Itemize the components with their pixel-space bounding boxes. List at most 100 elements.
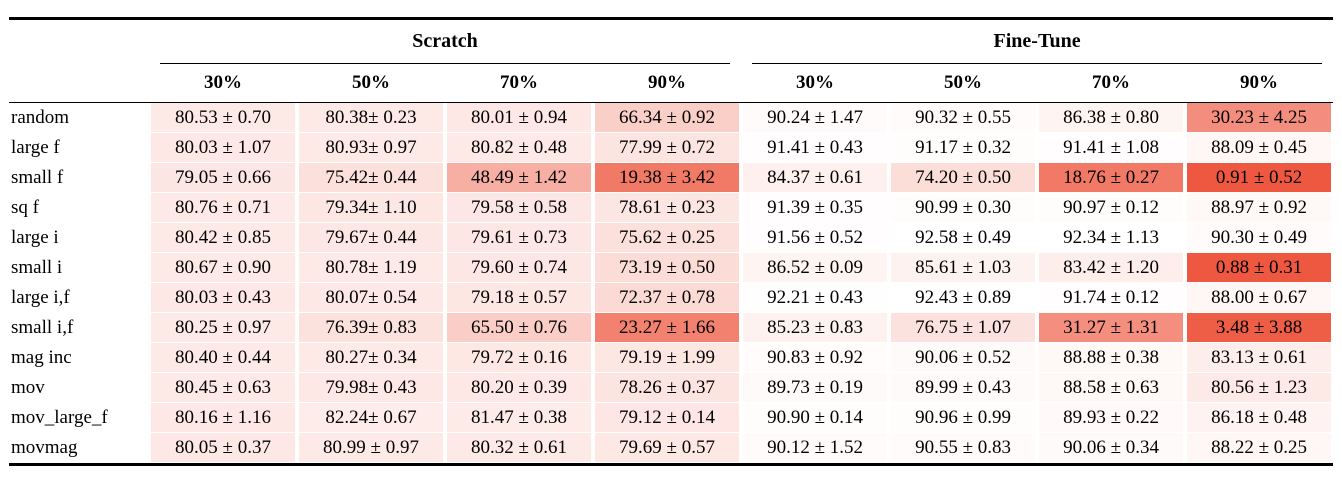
value-cell: 75.42± 0.44 — [297, 163, 445, 193]
value-cell: 80.03 ± 0.43 — [149, 283, 297, 313]
value-cell: 88.58 ± 0.63 — [1037, 373, 1186, 403]
value-cell: 65.50 ± 0.76 — [445, 313, 593, 343]
table-row: mov 80.45 ± 0.63 79.98± 0.43 80.20 ± 0.39 78… — [9, 373, 1334, 403]
value-cell: 90.24 ± 1.47 — [741, 103, 890, 133]
value-cell: 75.62 ± 0.25 — [593, 223, 742, 253]
table-row: large f 80.03 ± 1.07 80.93± 0.97 80.82 ± 0.… — [9, 133, 1334, 163]
row-label: movmag — [9, 433, 149, 463]
corner-cell — [9, 20, 149, 63]
value-cell: 92.58 ± 0.49 — [889, 223, 1038, 253]
column-header: 30% — [741, 63, 890, 103]
group-label: Fine-Tune — [993, 29, 1081, 52]
value-cell: 80.01 ± 0.94 — [445, 103, 593, 133]
value-cell: 88.00 ± 0.67 — [1185, 283, 1334, 313]
value-cell: 90.97 ± 0.12 — [1037, 193, 1186, 223]
value-cell: 80.93± 0.97 — [297, 133, 445, 163]
value-cell: 90.06 ± 0.52 — [889, 343, 1038, 373]
value-cell: 0.91 ± 0.52 — [1185, 163, 1334, 193]
value-cell: 80.03 ± 1.07 — [149, 133, 297, 163]
value-cell: 89.93 ± 0.22 — [1037, 403, 1186, 433]
table-row: small f 79.05 ± 0.66 75.42± 0.44 48.49 ± 1.… — [9, 163, 1334, 193]
group-header-scratch: Scratch — [149, 20, 741, 64]
value-cell: 76.39± 0.83 — [297, 313, 445, 343]
value-cell: 91.41 ± 0.43 — [741, 133, 890, 163]
value-cell: 79.61 ± 0.73 — [445, 223, 593, 253]
value-cell: 92.43 ± 0.89 — [889, 283, 1038, 313]
value-cell: 80.25 ± 0.97 — [149, 313, 297, 343]
value-cell: 82.24± 0.67 — [297, 403, 445, 433]
value-cell: 90.55 ± 0.83 — [889, 433, 1038, 463]
value-cell: 80.53 ± 0.70 — [149, 103, 297, 133]
value-cell: 83.13 ± 0.61 — [1185, 343, 1334, 373]
value-cell: 80.78± 1.19 — [297, 253, 445, 283]
value-cell: 92.21 ± 0.43 — [741, 283, 890, 313]
group-label: Scratch — [412, 29, 478, 52]
table-row: mov_large_f 80.16 ± 1.16 82.24± 0.67 81.47 … — [9, 403, 1334, 433]
value-cell: 79.34± 1.10 — [297, 193, 445, 223]
value-cell: 80.99 ± 0.97 — [297, 433, 445, 463]
row-label: mov_large_f — [9, 403, 149, 433]
corner-cell — [9, 63, 149, 103]
value-cell: 79.98± 0.43 — [297, 373, 445, 403]
table-row: large i,f 80.03 ± 0.43 80.07± 0.54 79.18 ± … — [9, 283, 1334, 313]
row-label: large i — [9, 223, 149, 253]
value-cell: 74.20 ± 0.50 — [889, 163, 1038, 193]
value-cell: 78.61 ± 0.23 — [593, 193, 742, 223]
table-body: random 80.53 ± 0.70 80.38± 0.23 80.01 ± 0.9… — [9, 103, 1334, 463]
value-cell: 85.61 ± 1.03 — [889, 253, 1038, 283]
value-cell: 89.73 ± 0.19 — [741, 373, 890, 403]
column-header: 30% — [149, 63, 297, 103]
value-cell: 91.74 ± 0.12 — [1037, 283, 1186, 313]
value-cell: 80.45 ± 0.63 — [149, 373, 297, 403]
table-row: large i 80.42 ± 0.85 79.67± 0.44 79.61 ± 0.… — [9, 223, 1334, 253]
value-cell: 83.42 ± 1.20 — [1037, 253, 1186, 283]
value-cell: 91.39 ± 0.35 — [741, 193, 890, 223]
value-cell: 31.27 ± 1.31 — [1037, 313, 1186, 343]
value-cell: 92.34 ± 1.13 — [1037, 223, 1186, 253]
row-label: small f — [9, 163, 149, 193]
group-header-row: Scratch Fine-Tune — [9, 20, 1333, 64]
row-label: small i — [9, 253, 149, 283]
row-label: mov — [9, 373, 149, 403]
value-cell: 18.76 ± 0.27 — [1037, 163, 1186, 193]
value-cell: 91.56 ± 0.52 — [741, 223, 890, 253]
row-label: large f — [9, 133, 149, 163]
table-header: Scratch Fine-Tune 30% 50% 70% 90% 30% 50% 70% 9… — [9, 20, 1334, 103]
value-cell: 79.60 ± 0.74 — [445, 253, 593, 283]
value-cell: 90.90 ± 0.14 — [741, 403, 890, 433]
value-cell: 88.09 ± 0.45 — [1185, 133, 1334, 163]
value-cell: 80.56 ± 1.23 — [1185, 373, 1334, 403]
value-cell: 80.82 ± 0.48 — [445, 133, 593, 163]
column-header: 90% — [593, 63, 742, 103]
group-header-finetune: Fine-Tune — [741, 20, 1333, 64]
value-cell: 23.27 ± 1.66 — [593, 313, 742, 343]
value-cell: 3.48 ± 3.88 — [1185, 313, 1334, 343]
value-cell: 79.72 ± 0.16 — [445, 343, 593, 373]
value-cell: 80.76 ± 0.71 — [149, 193, 297, 223]
value-cell: 80.42 ± 0.85 — [149, 223, 297, 253]
value-cell: 86.18 ± 0.48 — [1185, 403, 1334, 433]
value-cell: 80.32 ± 0.61 — [445, 433, 593, 463]
value-cell: 48.49 ± 1.42 — [445, 163, 593, 193]
value-cell: 90.83 ± 0.92 — [741, 343, 890, 373]
value-cell: 79.69 ± 0.57 — [593, 433, 742, 463]
table-row: random 80.53 ± 0.70 80.38± 0.23 80.01 ± 0.9… — [9, 103, 1334, 133]
value-cell: 91.41 ± 1.08 — [1037, 133, 1186, 163]
value-cell: 80.27± 0.34 — [297, 343, 445, 373]
value-cell: 79.19 ± 1.99 — [593, 343, 742, 373]
value-cell: 79.05 ± 0.66 — [149, 163, 297, 193]
value-cell: 73.19 ± 0.50 — [593, 253, 742, 283]
column-header: 70% — [1037, 63, 1186, 103]
value-cell: 90.96 ± 0.99 — [889, 403, 1038, 433]
value-cell: 80.20 ± 0.39 — [445, 373, 593, 403]
row-label: large i,f — [9, 283, 149, 313]
value-cell: 80.05 ± 0.37 — [149, 433, 297, 463]
value-cell: 90.06 ± 0.34 — [1037, 433, 1186, 463]
value-cell: 80.67 ± 0.90 — [149, 253, 297, 283]
value-cell: 85.23 ± 0.83 — [741, 313, 890, 343]
value-cell: 66.34 ± 0.92 — [593, 103, 742, 133]
value-cell: 91.17 ± 0.32 — [889, 133, 1038, 163]
table-row: small i,f 80.25 ± 0.97 76.39± 0.83 65.50 ± … — [9, 313, 1334, 343]
value-cell: 19.38 ± 3.42 — [593, 163, 742, 193]
value-cell: 30.23 ± 4.25 — [1185, 103, 1334, 133]
